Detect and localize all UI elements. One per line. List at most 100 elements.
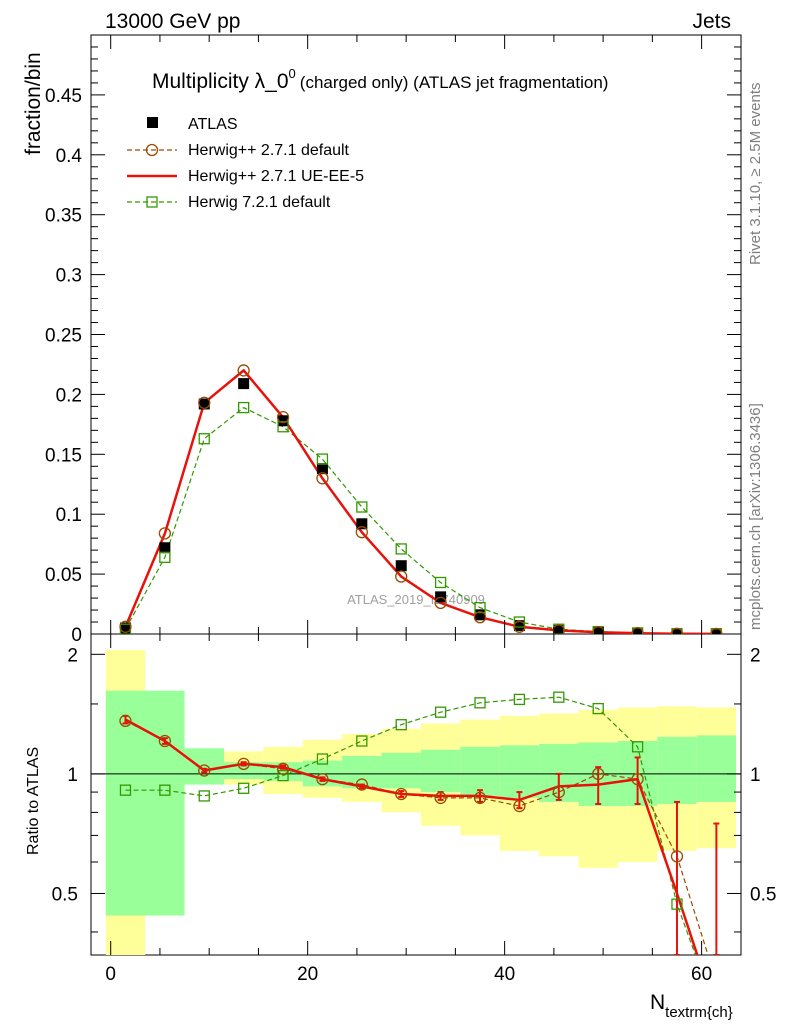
y-tick-label-bottom: 0.5 (52, 884, 78, 905)
ratio-herwig7-point (238, 782, 250, 794)
axes-ticks: 0 20 40 6000.050.10.150.20.250.30.350.40.45… (45, 35, 776, 985)
atlas-point (671, 628, 683, 634)
x-tick-label: 60 (691, 964, 712, 985)
y-tick-label-top: 0.05 (45, 565, 82, 586)
herwig7-point (434, 576, 447, 589)
atlas-point (316, 463, 328, 475)
title-main: Multiplicity λ_0 (152, 70, 289, 93)
y-tick-label-top: 0.15 (45, 445, 82, 466)
atlas-point (356, 518, 368, 530)
atlas-point (474, 609, 486, 621)
y-tick-label-top: 0.45 (45, 86, 82, 107)
herwig-default-point (316, 472, 329, 485)
ratio-herwig-default-point (513, 799, 526, 813)
watermark: ATLAS_2019_I1740909 (347, 592, 485, 607)
x-tick-label: 40 (494, 964, 515, 985)
band-green (381, 752, 421, 789)
herwig-default-point (434, 596, 447, 610)
y-tick-label-bottom-right: 2 (750, 645, 761, 666)
atlas-point (710, 628, 722, 634)
band-green (499, 745, 540, 798)
herwig-default-point (237, 364, 250, 377)
legend: ATLAS Herwig++ 2.7.1 default Herwig++ 2.… (127, 116, 364, 211)
y-tick-label-bottom-right: 1 (750, 765, 761, 786)
herwig7-point (159, 551, 171, 563)
ratio-herwig-default-point (670, 850, 684, 863)
herwig7-point (395, 543, 407, 555)
ratio-herwig7-point (513, 693, 526, 706)
legend-ueee5-label: Herwig++ 2.7.1 UE-EE-5 (188, 168, 364, 185)
top-panel-curves (119, 364, 723, 634)
herwig-default-point (473, 611, 487, 624)
title-suffix: (charged only) (ATLAS jet fragmentation) (300, 73, 609, 92)
x-label: Ntextrm{ch} (650, 991, 733, 1021)
herwig-default-point (198, 396, 211, 409)
atlas-point (238, 378, 250, 390)
header-left: 13000 GeV pp (105, 10, 240, 33)
herwig-default-point (276, 411, 290, 424)
herwig7-point (198, 433, 210, 445)
atlas-point (592, 626, 604, 634)
y-tick-label-bottom-right: 0.5 (750, 884, 776, 905)
ratio-herwig-default-point (276, 762, 290, 775)
ratio-herwig-ueee5-line (124, 718, 699, 955)
x-tick-label: 20 (297, 964, 318, 985)
x-tick-label: 0 (105, 964, 116, 985)
y-tick-label-bottom: 2 (67, 645, 78, 666)
y-tick-label-top: 0.4 (56, 146, 83, 167)
ratio-herwig-default-point (473, 791, 487, 805)
band-green (657, 736, 697, 804)
band-green (460, 746, 500, 796)
legend-default-marker (145, 143, 159, 157)
legend-h7-label: Herwig 7.2.1 default (188, 194, 331, 211)
y-tick-label-bottom: 1 (67, 765, 78, 786)
ratio-herwig7-point (631, 741, 644, 753)
title-superscript: 0 (289, 66, 296, 81)
ratio-herwig7-point (553, 691, 565, 703)
y-tick-label-top: 0.3 (56, 266, 82, 287)
x-label-sub: textrm{ch} (665, 1004, 733, 1021)
ratio-herwig7-point (395, 719, 407, 731)
ratio-herwig7-point (159, 784, 171, 796)
legend-atlas-marker (147, 117, 158, 128)
ratio-herwig7-point (277, 769, 289, 782)
ratio-herwig7-point (474, 697, 486, 709)
herwig-default-point (355, 526, 368, 539)
atlas-point (159, 542, 171, 554)
header-right: Jets (692, 10, 731, 33)
y-tick-label-top: 0 (71, 625, 82, 646)
bottom-panel-curves (119, 691, 720, 955)
atlas-point (513, 620, 525, 632)
atlas-point (198, 398, 210, 410)
ratio-herwig-default-point (198, 764, 211, 777)
ratio-herwig7-point (434, 706, 447, 718)
ratio-herwig-default-point (631, 772, 644, 786)
y-label-bottom: Ratio to ATLAS (25, 747, 42, 855)
ratio-herwig7-point (356, 735, 368, 747)
ratio-herwig-default-point (355, 778, 368, 791)
ratio-herwig-default-point (316, 772, 329, 786)
herwig-default-point (631, 627, 644, 634)
ratio-herwig-default-point (592, 767, 605, 781)
herwig-default-point (513, 620, 526, 633)
ratio-herwig7-point (671, 898, 683, 910)
ratio-herwig7-line (125, 696, 697, 955)
atlas-point (277, 415, 289, 427)
series-herwig-ueee5-line (124, 368, 717, 634)
x-label-main: N (650, 991, 665, 1014)
band-green (696, 735, 737, 802)
band-green (105, 690, 185, 916)
legend-h7-marker (146, 196, 158, 208)
herwig-default-point (552, 624, 565, 634)
herwig7-point (474, 601, 486, 614)
herwig-default-point (710, 627, 723, 634)
atlas-point (553, 624, 565, 634)
series-herwig7-line (124, 406, 717, 634)
herwig7-point (277, 421, 289, 433)
atlas-point (632, 627, 644, 634)
legend-atlas-label: ATLAS (188, 116, 238, 133)
atlas-point (119, 622, 131, 634)
band-green (420, 749, 461, 793)
mcplots-label: mcplots.cern.ch [arXiv:1306.3436] (747, 403, 764, 630)
ratio-herwig-default-point (395, 787, 408, 801)
